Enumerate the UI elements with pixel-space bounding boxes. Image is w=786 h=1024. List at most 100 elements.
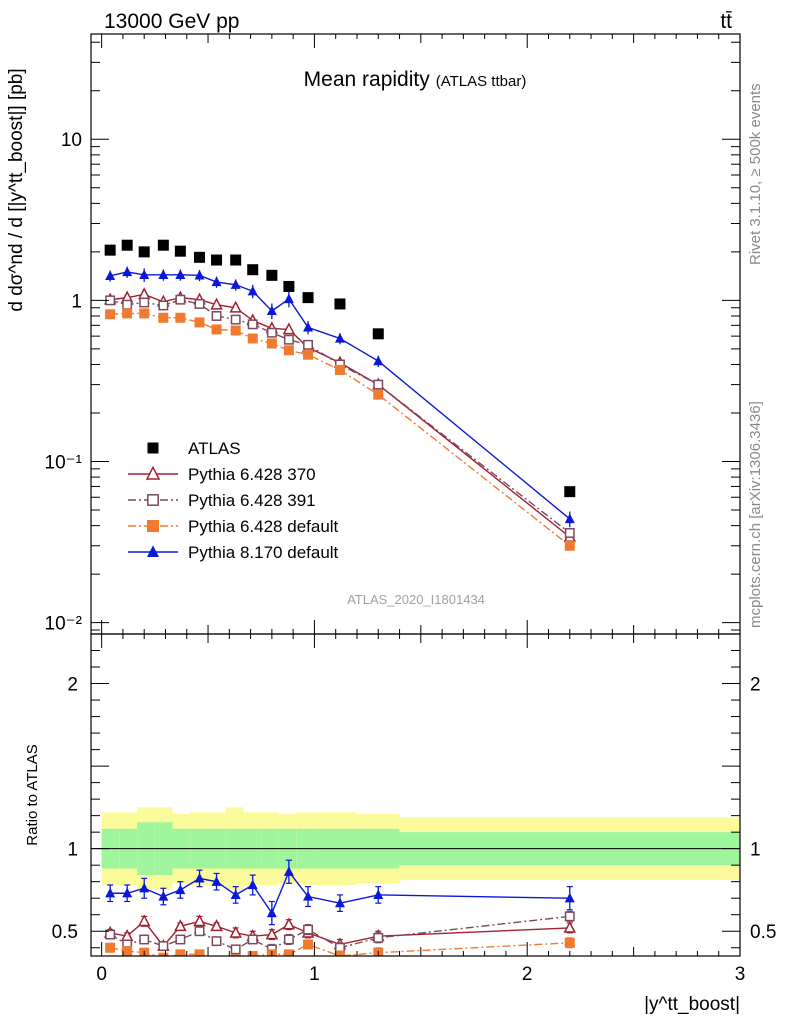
- ratio-point-pythia-6-428-370: [229, 925, 242, 938]
- data-point-pythia-8-170-default: [247, 285, 258, 296]
- data-point-pythia-6-428-default: [175, 312, 186, 323]
- ratio-point-pythia-8-170-default: [564, 892, 575, 903]
- ratio-point-pythia-6-428-391: [230, 944, 241, 955]
- data-point-pythia-6-428-default: [230, 325, 241, 336]
- data-point-pythia-8-170-default: [194, 269, 205, 280]
- ratio-point-pythia-8-170-default: [158, 891, 169, 901]
- ratio-panel: 0 1 2 30.5 0.51 12 2: [52, 633, 776, 985]
- ratio-point-pythia-6-428-370: [174, 919, 187, 932]
- data-point-pythia-8-170-default: [230, 279, 241, 289]
- ratio-point-pythia-6-428-default: [158, 952, 169, 956]
- data-point-pythia-6-428-391: [139, 297, 150, 308]
- ratio-point-pythia-6-428-391: [211, 936, 222, 947]
- ratio-point-pythia-6-428-default: [122, 946, 133, 956]
- data-point-atlas: [104, 244, 116, 256]
- ratio-point-pythia-6-428-default: [211, 955, 222, 956]
- ratio-point-pythia-8-170-default: [194, 872, 205, 883]
- ratio-point-pythia-6-428-391: [247, 934, 258, 945]
- x-tick-label: 0: [96, 964, 107, 985]
- ratio-y-tick-label: 2: [67, 675, 78, 696]
- ratio-point-pythia-8-170-default: [175, 884, 186, 895]
- data-point-atlas: [121, 239, 133, 251]
- legend-label-pythia-8-170-default: Pythia 8.170 default: [188, 543, 339, 562]
- data-point-pythia-8-170-default: [158, 269, 169, 279]
- data-point-pythia-8-170-default: [105, 270, 116, 280]
- ratio-point-pythia-6-428-370: [265, 927, 279, 940]
- data-point-pythia-6-428-default: [158, 312, 169, 323]
- ratio-point-pythia-6-428-default: [105, 942, 116, 953]
- legend-marker-pythia-6-428-default: [147, 520, 159, 532]
- ratio-y-tick-label-right: 0.5: [750, 922, 776, 943]
- ratio-point-pythia-8-170-default: [122, 887, 133, 898]
- ratio-point-pythia-6-428-default: [283, 949, 294, 956]
- data-point-pythia-6-428-default: [139, 308, 150, 319]
- legend-label-pythia-6-428-370: Pythia 6.428 370: [188, 465, 316, 484]
- data-point-pythia-6-428-391: [230, 314, 241, 325]
- data-point-atlas: [230, 254, 242, 266]
- ratio-point-pythia-6-428-391: [194, 926, 205, 937]
- x-axis-label: |y^tt_boost|: [644, 994, 740, 1015]
- analysis-id: ATLAS_2020_I1801434: [347, 592, 485, 607]
- data-point-pythia-6-428-370: [229, 300, 242, 313]
- legend-label-atlas: ATLAS: [188, 439, 241, 458]
- ratio-point-pythia-6-428-370: [193, 914, 206, 927]
- ratio-point-pythia-6-428-370: [137, 914, 151, 927]
- data-point-pythia-8-170-default: [283, 293, 294, 304]
- data-point-atlas: [211, 254, 223, 266]
- ratio-point-pythia-6-428-391: [158, 941, 169, 952]
- data-point-pythia-6-428-391: [194, 299, 205, 309]
- ratio-point-pythia-8-170-default: [283, 866, 294, 876]
- series-line-pythia-6-428-370: [110, 293, 571, 538]
- data-point-pythia-6-428-391: [175, 294, 186, 305]
- data-point-atlas: [247, 264, 259, 276]
- data-point-atlas: [174, 245, 186, 257]
- x-tick-label: 1: [309, 964, 320, 985]
- data-point-pythia-8-170-default: [373, 355, 384, 366]
- ratio-point-pythia-8-170-default: [266, 907, 277, 918]
- data-point-pythia-6-428-default: [266, 338, 277, 349]
- ratio-point-pythia-6-428-default: [175, 949, 186, 956]
- data-point-pythia-6-428-default: [211, 324, 222, 335]
- legend-label-pythia-6-428-391: Pythia 6.428 391: [188, 491, 316, 510]
- rivet-label: Rivet 3.1.10, ≥ 500k events: [747, 83, 764, 265]
- data-point-pythia-8-170-default: [175, 269, 186, 279]
- data-point-pythia-6-428-default: [122, 308, 133, 319]
- ratio-point-pythia-6-428-370: [282, 917, 296, 930]
- ratio-point-pythia-8-170-default: [230, 889, 241, 900]
- data-point-pythia-6-428-391: [266, 327, 277, 338]
- data-point-pythia-6-428-default: [564, 540, 575, 551]
- data-point-pythia-6-428-default: [247, 333, 258, 344]
- y-tick-label: 1: [71, 291, 82, 312]
- ratio-y-tick-label-right: 2: [750, 675, 761, 696]
- data-point-atlas: [334, 298, 346, 310]
- ratio-point-pythia-6-428-391: [139, 934, 150, 945]
- ratio-point-pythia-6-428-391: [564, 911, 575, 922]
- ratio-point-pythia-8-170-default: [139, 882, 150, 893]
- data-point-pythia-6-428-default: [283, 345, 294, 356]
- data-point-atlas: [283, 280, 295, 292]
- ratio-point-pythia-8-170-default: [247, 879, 258, 890]
- ratio-point-pythia-6-428-370: [563, 920, 577, 933]
- chart-title: Mean rapidity (ATLAS ttbar): [304, 68, 527, 91]
- data-point-pythia-6-428-default: [373, 389, 384, 400]
- data-point-pythia-6-428-default: [105, 309, 116, 320]
- data-point-atlas: [194, 251, 206, 263]
- data-point-pythia-6-428-391: [564, 528, 575, 538]
- ratio-point-pythia-6-428-default: [230, 954, 241, 956]
- ratio-y-tick-label: 0.5: [52, 922, 78, 943]
- data-point-pythia-6-428-391: [283, 334, 294, 345]
- ratio-point-pythia-6-428-391: [105, 929, 116, 940]
- ratio-point-pythia-6-428-391: [175, 934, 186, 945]
- ratio-y-tick-label: 1: [67, 840, 78, 861]
- data-point-atlas: [302, 292, 314, 304]
- data-point-atlas: [157, 239, 169, 251]
- data-point-pythia-6-428-391: [373, 379, 384, 390]
- data-point-pythia-6-428-370: [210, 297, 223, 310]
- data-point-pythia-6-428-391: [303, 339, 313, 350]
- legend-marker-pythia-6-428-370: [145, 465, 161, 480]
- x-tick-label: 2: [522, 964, 533, 985]
- ratio-point-pythia-8-170-default: [303, 891, 314, 901]
- legend-marker-atlas: [147, 442, 159, 454]
- main-y-axis-label: d dσ^nd / d [|y^tt_boost|] [pb]: [6, 68, 27, 311]
